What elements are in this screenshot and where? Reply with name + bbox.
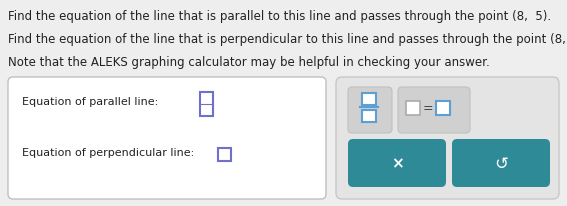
Bar [362,110,376,122]
FancyBboxPatch shape [348,139,446,187]
Text: ×: × [391,156,403,171]
Text: Find the equation of the line that is parallel to this line and passes through t: Find the equation of the line that is pa… [8,10,551,23]
FancyBboxPatch shape [348,88,392,133]
FancyBboxPatch shape [336,78,559,199]
Text: Equation of parallel line:: Equation of parallel line: [22,97,158,107]
Bar [218,148,231,161]
FancyBboxPatch shape [452,139,550,187]
Text: Note that the ALEKS graphing calculator may be helpful in checking your answer.: Note that the ALEKS graphing calculator … [8,56,490,69]
Bar [406,102,420,115]
Bar [200,92,213,116]
FancyBboxPatch shape [8,78,326,199]
Text: Find the equation of the line that is perpendicular to this line and passes thro: Find the equation of the line that is pe… [8,33,567,46]
Bar [436,102,450,115]
Text: ↺: ↺ [494,154,508,172]
Bar [362,94,376,105]
Text: Equation of perpendicular line:: Equation of perpendicular line: [22,147,194,157]
FancyBboxPatch shape [398,88,470,133]
Text: =: = [422,102,433,115]
